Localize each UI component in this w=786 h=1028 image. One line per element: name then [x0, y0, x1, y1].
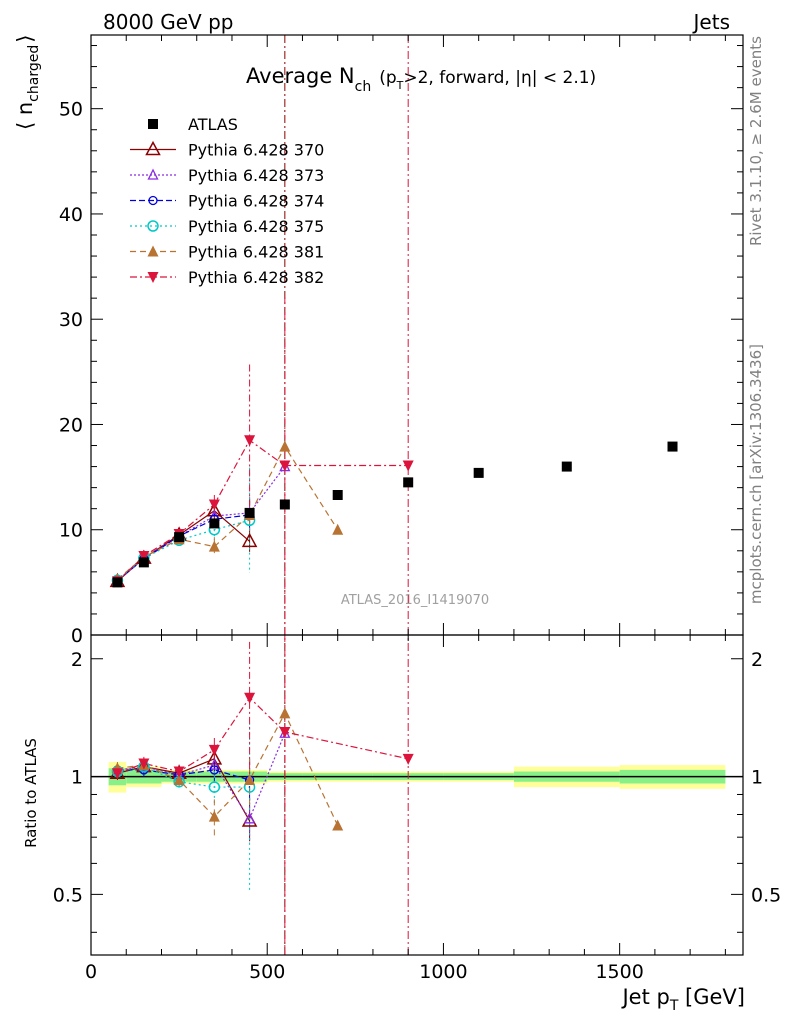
series-line [117, 445, 339, 580]
legend-label: ATLAS [188, 115, 238, 134]
data-point [244, 507, 255, 518]
mc-point [206, 750, 223, 765]
mc-point [208, 499, 220, 511]
series-markers [109, 435, 678, 831]
mc-point [208, 781, 221, 793]
y-tick-label: 20 [59, 414, 83, 436]
mc-point [173, 773, 185, 785]
mc-point [148, 195, 158, 206]
process-label: Jets [692, 10, 730, 34]
ratio-frame [90, 634, 744, 956]
data-point [279, 499, 290, 510]
plot-title: Average Nch (pT>2, forward, |η| < 2.1) [246, 64, 596, 95]
mc-point [208, 758, 220, 770]
x-axis-label: Jet pT [GeV] [620, 985, 745, 1014]
mc-point [173, 766, 185, 778]
rivet-label: Rivet 3.1.10, ≥ 2.6M events [747, 36, 765, 246]
mc-point [147, 245, 159, 257]
mc-point [332, 523, 344, 535]
legend-label: Pythia 6.428 382 [188, 268, 324, 287]
mc-point [279, 726, 291, 738]
y-tick-label: 30 [59, 309, 83, 331]
legend-label: Pythia 6.428 381 [188, 243, 324, 262]
uncertainty-band [91, 761, 743, 793]
series-line [117, 510, 250, 582]
ratio-y-label: Ratio to ATLAS [22, 738, 40, 848]
axes: 0 500 1000 1500 0 10 20 30 40 50 0.5 0.5 1 1 2 2 [53, 34, 781, 983]
mc-point [241, 532, 258, 548]
x-tick-label: 1500 [595, 961, 643, 983]
mc-point [332, 819, 344, 831]
mc-point [208, 540, 220, 552]
data-point [174, 532, 185, 543]
analysis-watermark: ATLAS_2016_I1419070 [341, 593, 489, 608]
energy-label: 8000 GeV pp [103, 10, 234, 34]
mc-point [208, 744, 220, 756]
mc-point [147, 272, 159, 283]
mc-point [244, 692, 256, 704]
data-point [209, 518, 220, 529]
ratio-tick-label-right: 0.5 [751, 884, 781, 906]
mc-point [209, 765, 220, 775]
y-axis-label: ⟨ ncharged⟩ [13, 35, 42, 130]
mc-point [244, 435, 256, 447]
ratio-line [117, 769, 250, 781]
x-tick-label: 1000 [419, 961, 467, 983]
mc-point [244, 812, 256, 824]
data-point [473, 467, 484, 478]
mc-point [138, 551, 150, 563]
data-point [112, 577, 123, 588]
mcplots-label: mcplots.cern.ch [arXiv:1306.3436] [747, 344, 765, 604]
svg-text:⟨ ncharged⟩: ⟨ ncharged⟩ [13, 35, 42, 130]
data-point [667, 441, 678, 452]
legend-label: Pythia 6.428 375 [188, 217, 324, 236]
legend-label: Pythia 6.428 373 [188, 166, 324, 185]
data-point [138, 557, 149, 568]
legend-label: Pythia 6.428 374 [188, 192, 324, 211]
mc-point [402, 753, 414, 765]
ratio-line [117, 696, 409, 774]
y-tick-label: 10 [59, 520, 83, 542]
mc-point [145, 140, 161, 156]
mc-point [279, 707, 291, 719]
legend-label: Pythia 6.428 370 [188, 141, 324, 160]
data-point [403, 477, 414, 488]
ratio-tick-label: 0.5 [53, 884, 83, 906]
series-line [117, 439, 409, 582]
ratio-tick-label: 1 [71, 767, 83, 789]
data-point [332, 490, 343, 500]
y-tick-label: 0 [71, 625, 83, 647]
ratio-tick-label: 2 [71, 649, 83, 671]
x-tick-label: 0 [85, 961, 97, 983]
mc-point [138, 758, 150, 770]
y-tick-label: 40 [59, 204, 83, 226]
ratio-tick-label-right: 2 [751, 649, 763, 671]
legend: ATLAS Pythia 6.428 370 Pythia 6.428 373 Pyt… [130, 115, 324, 287]
mc-point [279, 460, 291, 472]
ratio-line [117, 733, 286, 821]
mc-point [279, 440, 291, 452]
y-tick-label: 50 [59, 99, 83, 121]
x-tick-label: 500 [249, 961, 285, 983]
data-point [148, 119, 158, 129]
mc-point [111, 768, 123, 780]
mc-point [208, 810, 220, 822]
ratio-tick-label-right: 1 [751, 767, 763, 789]
mc-point [402, 460, 414, 472]
mc-point [147, 168, 159, 180]
data-point [561, 461, 572, 472]
mc-point [147, 220, 159, 232]
mc-point [244, 773, 256, 785]
